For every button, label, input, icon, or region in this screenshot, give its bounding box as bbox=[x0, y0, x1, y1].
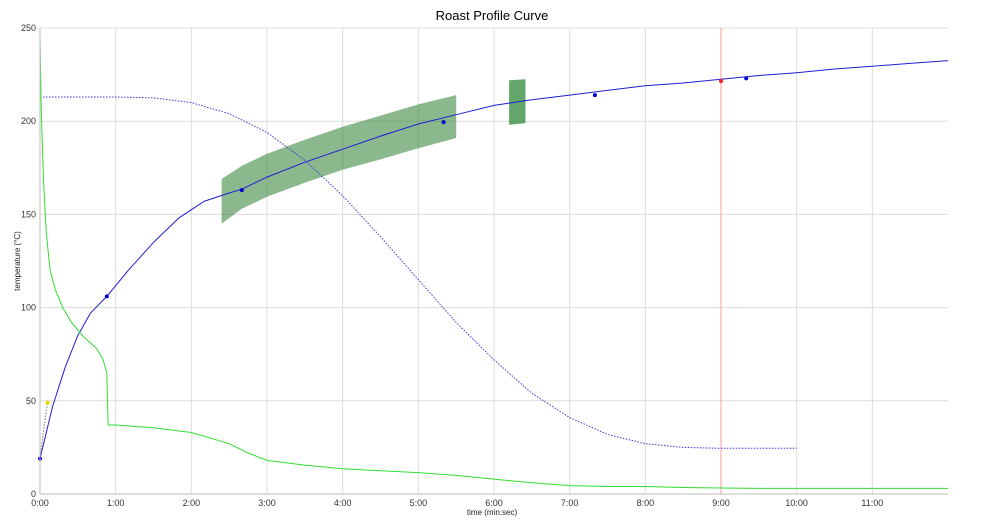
event-point-1 bbox=[45, 400, 50, 405]
y-axis-label: temperature (°C) bbox=[13, 231, 22, 291]
x-tick-label: 1:00 bbox=[107, 498, 125, 508]
y-tick-label: 200 bbox=[21, 116, 36, 126]
x-tick-label: 5:00 bbox=[410, 498, 428, 508]
x-tick-label: 0:00 bbox=[31, 498, 49, 508]
event-point-7 bbox=[744, 76, 749, 81]
event-point-2 bbox=[104, 294, 109, 299]
event-point-4 bbox=[441, 120, 446, 125]
event-point-3 bbox=[239, 188, 244, 193]
x-tick-label: 11:00 bbox=[861, 498, 883, 508]
y-tick-label: 0 bbox=[31, 489, 36, 499]
x-tick-label: 3:00 bbox=[258, 498, 276, 508]
event-points bbox=[38, 76, 749, 461]
series-line-2 bbox=[39, 37, 948, 489]
y-tick-label: 50 bbox=[26, 396, 36, 406]
y-tick-label: 250 bbox=[21, 23, 36, 33]
target-band-0 bbox=[221, 95, 457, 224]
y-tick-label: 150 bbox=[21, 209, 36, 219]
x-tick-label: 7:00 bbox=[561, 498, 579, 508]
event-point-6 bbox=[719, 79, 723, 84]
x-tick-label: 2:00 bbox=[183, 498, 201, 508]
x-tick-label: 10:00 bbox=[785, 498, 808, 508]
y-tick-label: 100 bbox=[21, 303, 36, 313]
x-axis-label: time (min:sec) bbox=[467, 508, 518, 517]
chart-title: Roast Profile Curve bbox=[436, 8, 549, 23]
series-line-1 bbox=[40, 96, 797, 449]
axes: 0:00 1:00 2:00 3:00 4:00 5:00 6:00 7:00 8:00 9:00… bbox=[21, 23, 948, 508]
x-tick-label: 9:00 bbox=[712, 498, 730, 508]
x-tick-label: 8:00 bbox=[637, 498, 655, 508]
x-tick-label: 4:00 bbox=[334, 498, 352, 508]
series-line-3 bbox=[39, 402, 49, 459]
x-tick-label: 6:00 bbox=[485, 498, 503, 508]
event-point-5 bbox=[592, 93, 597, 98]
